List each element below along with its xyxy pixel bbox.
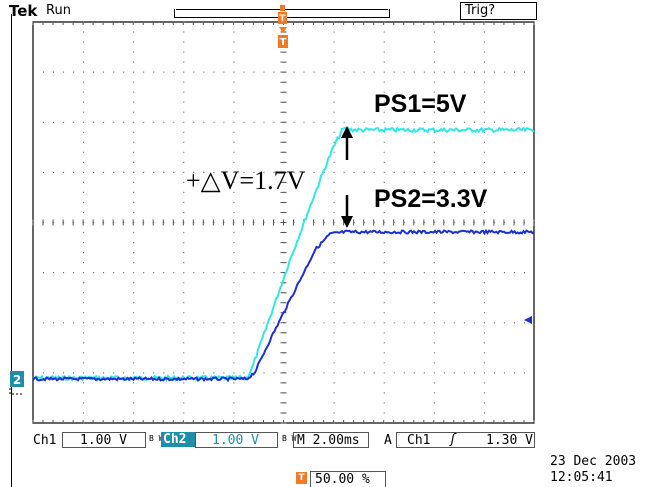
arrow-up-icon bbox=[341, 126, 353, 160]
ch1-scale: 1.00 V bbox=[80, 433, 127, 448]
trigger-type: A bbox=[384, 433, 392, 448]
trigger-slope-icon: ʃ bbox=[449, 432, 457, 447]
run-state: Run bbox=[46, 3, 71, 18]
trigger-status: Trig? bbox=[465, 3, 496, 18]
trigger-source: Ch1 bbox=[407, 433, 431, 448]
ch2-scale: 1.00 V bbox=[212, 433, 259, 448]
arrow-down-icon bbox=[341, 195, 353, 228]
center-axis-ticks bbox=[32, 21, 535, 424]
trigger-position: 50.00 % bbox=[315, 472, 370, 487]
axis-ticks bbox=[32, 21, 535, 424]
record-trigger-marker: T bbox=[278, 5, 287, 24]
timebase-box[interactable] bbox=[293, 432, 369, 448]
bw-limit-icon-ch2: B W bbox=[282, 434, 297, 443]
delta-v-label: +△V=1.7V bbox=[186, 166, 306, 195]
trigger-position-marker: T bbox=[278, 27, 288, 48]
bw-limit-icon-ch1: B W bbox=[149, 434, 164, 443]
trigger-position-box[interactable] bbox=[310, 471, 386, 487]
ch1-label: Ch1 bbox=[33, 433, 57, 448]
trigger-status-box bbox=[460, 2, 537, 20]
ch1-scale-box[interactable] bbox=[62, 432, 146, 448]
timebase: M 2.00ms bbox=[297, 433, 360, 448]
date-readout: 23 Dec 2003 bbox=[550, 454, 637, 469]
ch1-trace bbox=[32, 126, 535, 383]
ch2-trace bbox=[32, 228, 535, 383]
svg-text:T: T bbox=[279, 14, 286, 24]
ps2-label: PS2=3.3V bbox=[374, 185, 488, 213]
ch2-ground-marker: 2 bbox=[9, 371, 24, 395]
ch2-label-tag[interactable]: Ch2 bbox=[161, 432, 195, 447]
brand-logo: Tek bbox=[9, 2, 38, 20]
ch2-scale-box[interactable] bbox=[195, 432, 278, 448]
trigger-box[interactable] bbox=[396, 432, 535, 448]
svg-text:2: 2 bbox=[13, 373, 21, 387]
time-readout: 12:05:41 bbox=[550, 470, 613, 485]
trigger-level: 1.30 V bbox=[486, 433, 533, 448]
ps1-label: PS1=5V bbox=[374, 90, 467, 118]
svg-text:T: T bbox=[280, 37, 287, 48]
readout-bar: Ch1 1.00 V B W Ch2 1.00 V B W M 2.00ms A… bbox=[0, 432, 649, 487]
trigger-position-icon: T bbox=[296, 472, 307, 484]
trigger-level-arrow bbox=[524, 316, 532, 324]
left-frame-line bbox=[11, 14, 12, 487]
